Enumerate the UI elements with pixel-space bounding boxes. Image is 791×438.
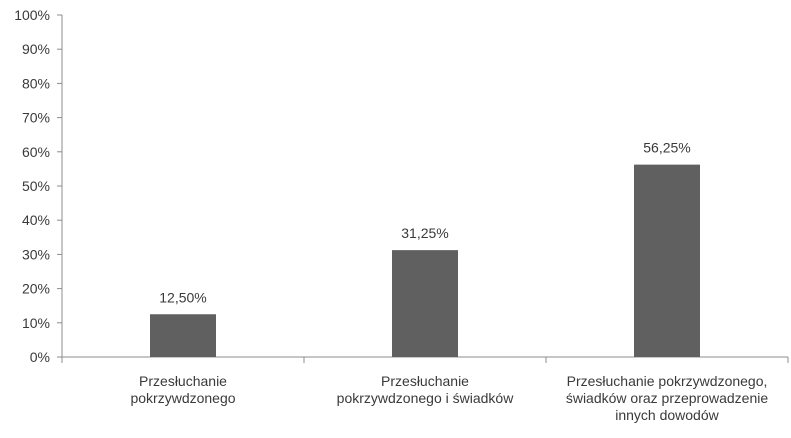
y-tick-label: 20% xyxy=(22,281,50,297)
y-tick-label: 100% xyxy=(14,7,50,23)
category-label: pokrzywdzonego xyxy=(130,390,235,406)
category-label: świadków oraz przeprowadzenie xyxy=(566,390,769,406)
y-tick-label: 10% xyxy=(22,315,50,331)
y-tick-label: 50% xyxy=(22,178,50,194)
axes: 0% 10% 20% 30% 40% 50% 60% 70% 80% 90% 100% xyxy=(14,7,789,365)
y-tick-label: 30% xyxy=(22,246,50,262)
y-tick-label: 60% xyxy=(22,144,50,160)
y-tick-label: 40% xyxy=(22,212,50,228)
category-label: innych dowodów xyxy=(615,407,719,423)
bars xyxy=(150,164,700,357)
category-label: Przesłuchanie xyxy=(381,373,469,389)
y-tick-label: 0% xyxy=(30,349,50,365)
labels: 12,50%Przesłuchaniepokrzywdzonego31,25%P… xyxy=(130,140,768,423)
y-tick-label: 70% xyxy=(22,110,50,126)
data-label: 56,25% xyxy=(643,140,690,156)
y-tick-label: 90% xyxy=(22,41,50,57)
y-tick-label: 80% xyxy=(22,75,50,91)
bar xyxy=(634,164,700,357)
category-label: pokrzywdzonego i świadków xyxy=(337,390,515,406)
data-label: 31,25% xyxy=(401,225,448,241)
category-label: Przesłuchanie pokrzywdzonego, xyxy=(567,373,768,389)
category-label: Przesłuchanie xyxy=(139,373,227,389)
data-label: 12,50% xyxy=(159,289,206,305)
bar xyxy=(392,250,458,357)
bar xyxy=(150,314,216,357)
